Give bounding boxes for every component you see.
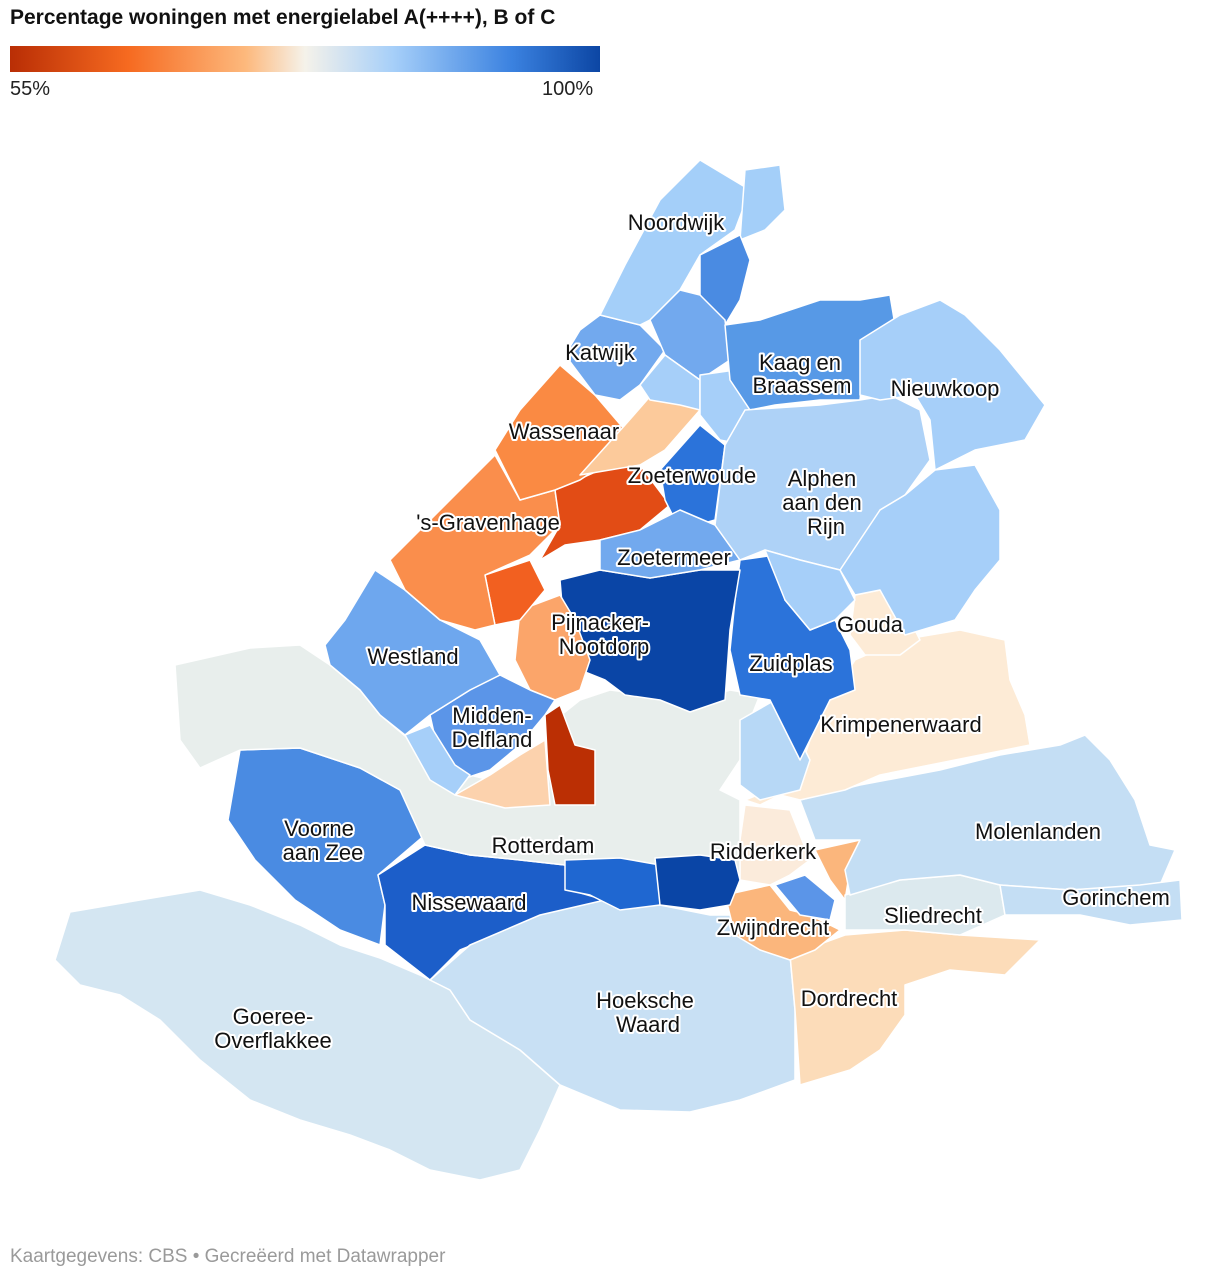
region-noordwijkerhout[interactable] (739, 164, 786, 241)
color-legend-bar (10, 46, 600, 72)
label-hoeksche-line1: Hoeksche (596, 988, 694, 1013)
label-midden-delfland-line1: Midden- (452, 703, 531, 728)
region-hendrik-ido-ambacht[interactable] (774, 874, 836, 921)
region-gorinchem[interactable] (999, 879, 1183, 926)
region-vlaardingen[interactable] (454, 739, 551, 809)
region-hoeksche-waard[interactable] (429, 899, 796, 1113)
label-alphen-line2: aan den (782, 490, 862, 515)
label-goeree-line2: Overflakkee (214, 1028, 331, 1053)
region-molenlanden[interactable] (799, 734, 1176, 896)
region-westland[interactable] (324, 569, 501, 736)
label-dordrecht: Dordrecht (801, 986, 898, 1011)
region-goeree-overflakkee[interactable] (54, 889, 561, 1181)
label-nissewaard: Nissewaard (412, 890, 527, 915)
label-s-gravenhage: 's-Gravenhage (416, 510, 560, 535)
label-zuidplas: Zuidplas (749, 651, 832, 676)
label-molenlanden: Molenlanden (975, 819, 1101, 844)
label-hoeksche-line2: Waard (616, 1012, 680, 1037)
region-s-gravenhage[interactable] (389, 454, 561, 631)
label-pijnacker-line1: Pijnacker- (551, 610, 649, 635)
label-alphen-line3: Rijn (807, 514, 845, 539)
region-noordwijk[interactable] (599, 159, 751, 326)
attribution-footer: Kaartgegevens: CBS • Gecreëerd met Dataw… (10, 1246, 446, 1267)
label-wassenaar: Wassenaar (509, 419, 619, 444)
label-pijnacker-line2: Nootdorp (559, 634, 650, 659)
label-gorinchem: Gorinchem (1062, 885, 1170, 910)
label-alphen-line1: Alphen (788, 466, 857, 491)
label-goeree-line1: Goeree- (233, 1004, 314, 1029)
label-voorne-line2: aan Zee (283, 840, 364, 865)
label-sliedrecht: Sliedrecht (884, 903, 982, 928)
region-delft[interactable] (514, 594, 591, 701)
region-waddinxveen[interactable] (764, 549, 856, 631)
region-zwijndrecht[interactable] (724, 884, 841, 961)
region-barendrecht[interactable] (564, 857, 661, 911)
label-zwijndrecht: Zwijndrecht (717, 915, 829, 940)
legend-min-label: 55% (10, 78, 51, 100)
label-ridderkerk: Ridderkerk (710, 839, 817, 864)
region-albrandswaard[interactable] (654, 854, 741, 911)
label-zoetermeer: Zoetermeer (617, 545, 731, 570)
label-kaag-line1: Kaag en (759, 350, 841, 375)
label-zoeterwoude: Zoeterwoude (628, 463, 756, 488)
label-katwijk: Katwijk (565, 340, 636, 365)
label-rotterdam: Rotterdam (492, 833, 595, 858)
label-gouda: Gouda (837, 612, 904, 637)
label-nieuwkoop: Nieuwkoop (891, 376, 1000, 401)
label-midden-delfland-line2: Delfland (452, 727, 533, 752)
region-nieuwkoop[interactable] (859, 299, 1046, 471)
label-westland: Westland (367, 644, 458, 669)
map-title: Percentage woningen met energielabel A(+… (10, 6, 556, 29)
label-kaag-line2: Braassem (752, 373, 851, 398)
region-schiedam[interactable] (544, 704, 596, 806)
label-voorne-line1: Voorne (284, 816, 354, 841)
region-maassluis[interactable] (404, 724, 471, 796)
region-bodegraven[interactable] (839, 464, 1001, 636)
label-noordwijk: Noordwijk (628, 210, 726, 235)
legend-max-label: 100% (542, 78, 594, 100)
label-krimpenerwaard: Krimpenerwaard (820, 712, 981, 737)
